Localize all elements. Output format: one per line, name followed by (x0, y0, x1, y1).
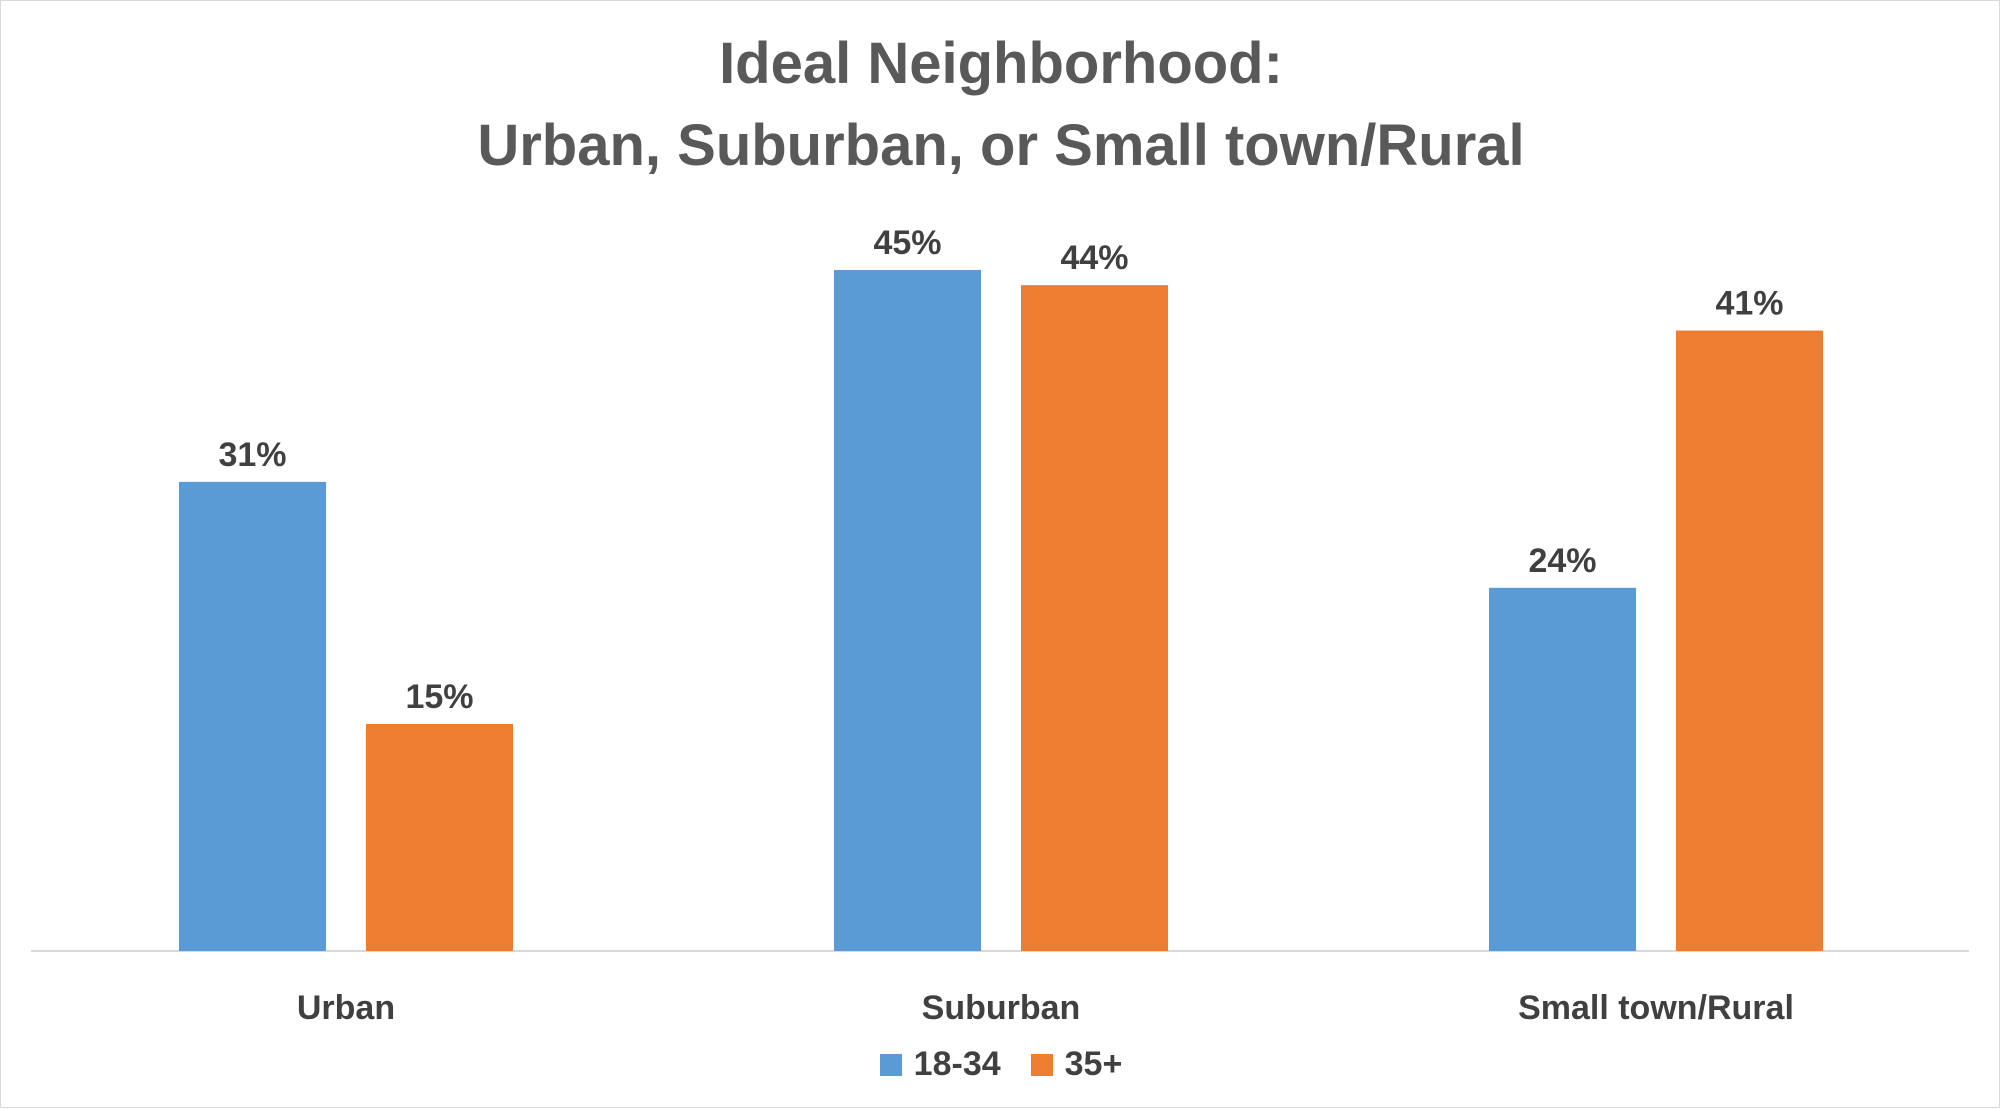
data-label-urban-35-plus: 15% (405, 678, 473, 716)
legend-item-35-plus: 35+ (1030, 1045, 1123, 1084)
bar-urban-18-34 (179, 481, 326, 951)
bar-small-town-rural-18-34 (1489, 587, 1636, 951)
legend-item-18-34: 18-34 (879, 1045, 1001, 1084)
chart-legend: 18-34 35+ (1, 1045, 2000, 1084)
bar-urban-35-plus (366, 724, 513, 951)
bar-suburban-35-plus (1021, 285, 1168, 952)
data-label-small-town-rural-18-34: 24% (1528, 542, 1596, 580)
legend-label-35-plus: 35+ (1064, 1045, 1123, 1083)
legend-swatch-18-34 (879, 1053, 902, 1076)
data-label-small-town-rural-35-plus: 41% (1715, 285, 1783, 323)
bar-suburban-18-34 (834, 270, 981, 951)
bar-small-town-rural-35-plus (1676, 330, 1823, 951)
x-tick-label-suburban: Suburban (922, 989, 1081, 1027)
data-label-urban-18-34: 31% (218, 436, 286, 474)
chart-title-line-2: Urban, Suburban, or Small town/Rural (477, 113, 1525, 178)
x-tick-label-small-town-rural: Small town/Rural (1518, 989, 1794, 1027)
data-label-suburban-18-34: 45% (873, 224, 941, 262)
chart-title-line-1: Ideal Neighborhood: (719, 31, 1283, 96)
legend-label-18-34: 18-34 (913, 1045, 1001, 1083)
legend-swatch-35-plus (1030, 1053, 1053, 1076)
data-label-suburban-35-plus: 44% (1060, 239, 1128, 277)
chart-title: Ideal Neighborhood: Urban, Suburban, or … (1, 23, 2000, 187)
x-tick-label-urban: Urban (297, 989, 395, 1027)
